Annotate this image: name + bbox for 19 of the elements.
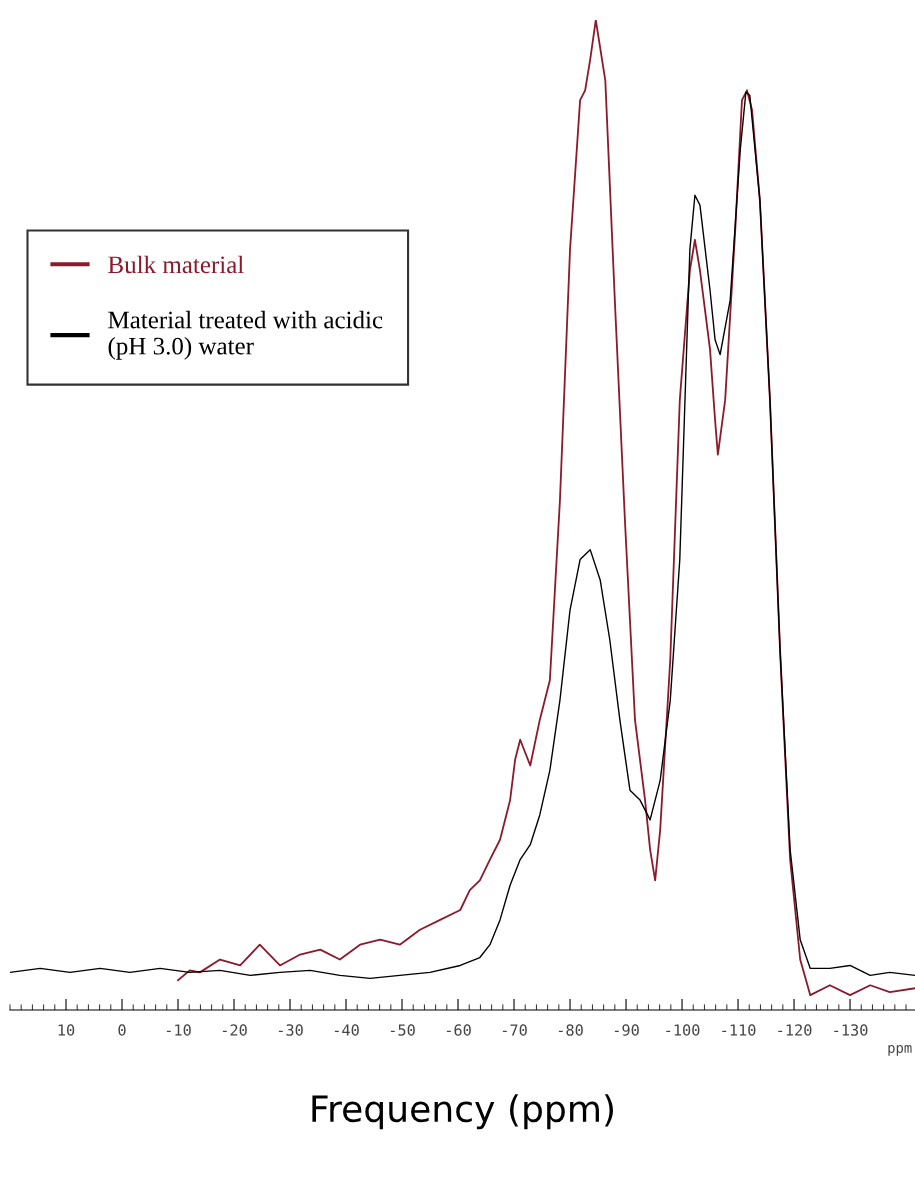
x-tick-label: -90	[614, 1024, 639, 1036]
legend-label: Material treated with acidic (pH 3.0) water	[108, 310, 383, 360]
x-tick-label: 10	[58, 1024, 75, 1036]
x-tick-label: -10	[166, 1024, 191, 1036]
x-tick-label: -20	[222, 1024, 247, 1036]
x-tick-label: -70	[502, 1024, 527, 1036]
legend-label: Bulk material	[108, 255, 244, 274]
x-tick-label: 0	[118, 1024, 126, 1036]
x-tick-label: -130	[834, 1024, 868, 1036]
text: ppm	[888, 1044, 912, 1056]
x-tick-label: -120	[778, 1024, 812, 1036]
x-axis-title: Frequency (ppm)	[312, 1094, 613, 1130]
x-tick-label: -50	[390, 1024, 415, 1036]
x-tick-label: -110	[722, 1024, 756, 1036]
x-tick-label: -30	[278, 1024, 303, 1036]
x-tick-label: -60	[446, 1024, 471, 1036]
x-tick-label: -40	[334, 1024, 359, 1036]
x-tick-label: -100	[666, 1024, 700, 1036]
x-tick-label: -80	[558, 1024, 583, 1036]
